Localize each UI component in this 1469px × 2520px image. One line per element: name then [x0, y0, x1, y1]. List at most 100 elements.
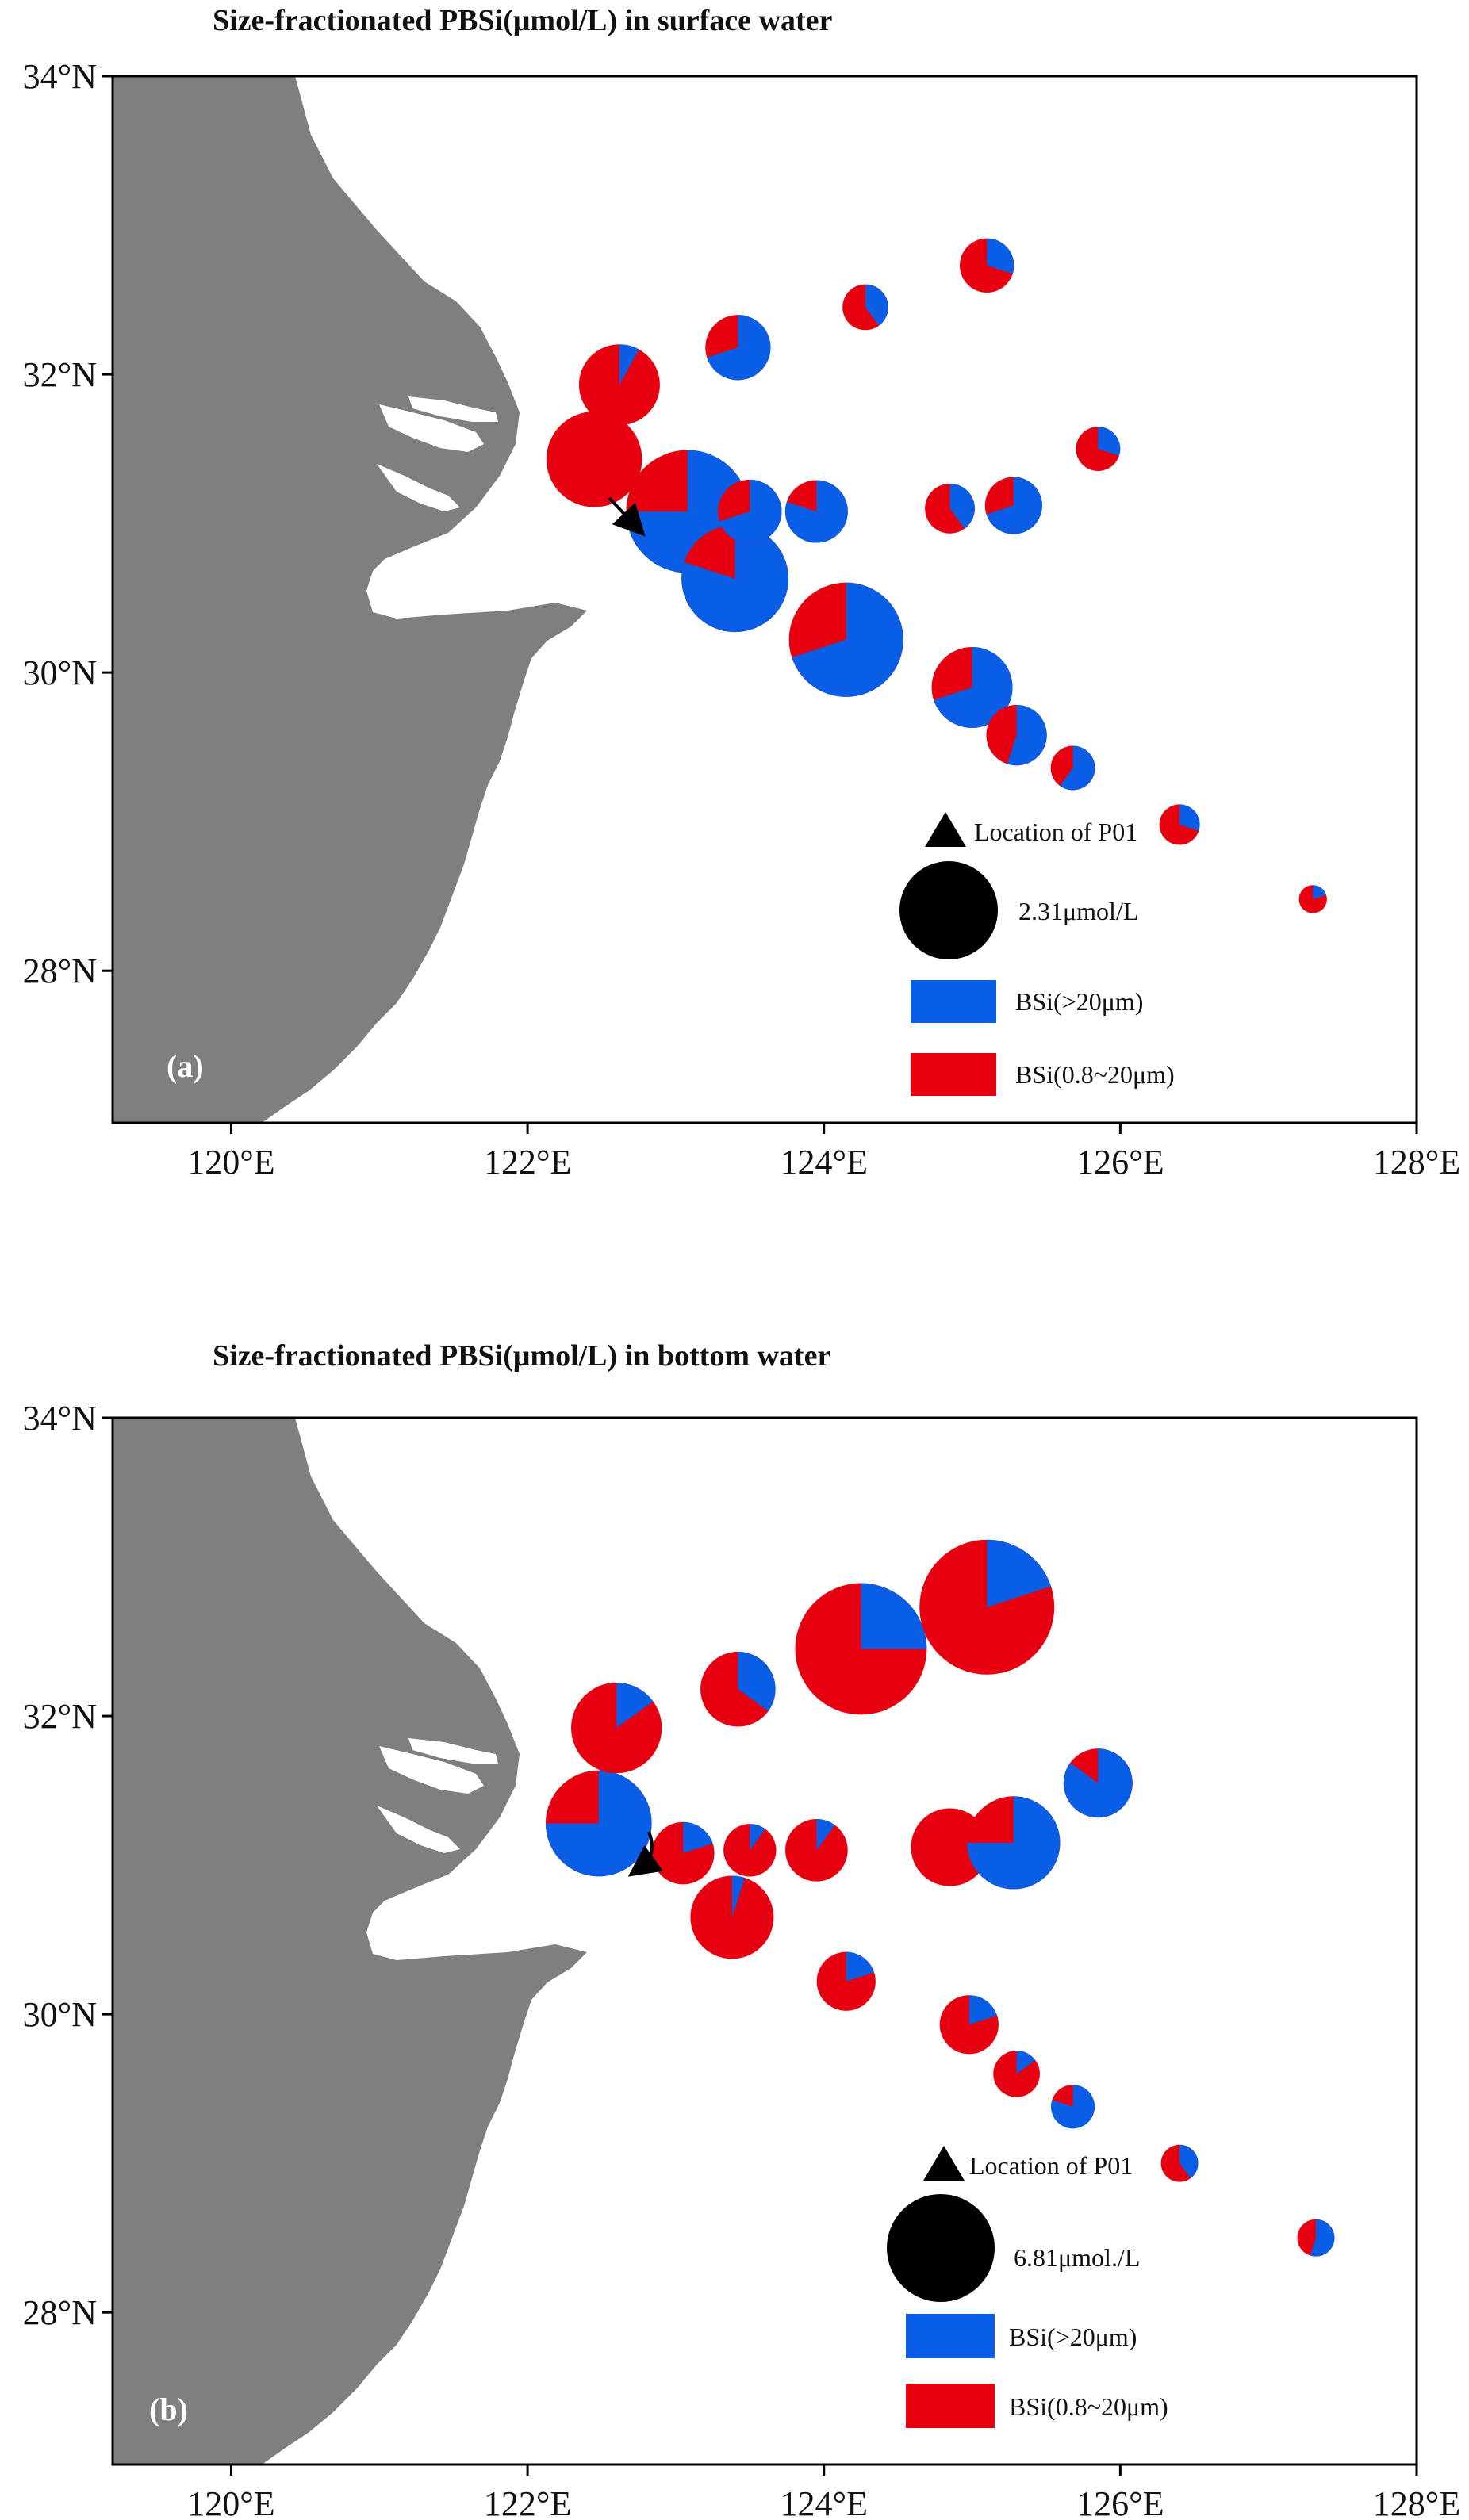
- large-fraction-slice: [792, 582, 903, 697]
- panel-b-legend: Location of P01 6.81μmol./L BSi(>20μm) B…: [887, 2146, 1168, 2428]
- large-fraction-slice: [1098, 427, 1121, 456]
- large-fraction-slice: [967, 1796, 1061, 1890]
- lat-tick-label: 28°N: [23, 952, 97, 990]
- station-pie-14: [986, 704, 1047, 766]
- station-pie-10: [911, 1808, 989, 1886]
- large-fraction-slice: [987, 238, 1014, 274]
- station-pie-8: [816, 1951, 876, 2011]
- scale-circle: [887, 2194, 995, 2302]
- large-fraction-swatch: [911, 980, 996, 1023]
- panel-b-lon-axis: 120°E 122°E 124°E 126°E 128°E: [187, 2464, 1460, 2520]
- large-fraction-slice: [861, 1583, 927, 1649]
- panel-b-frame: [111, 1416, 1418, 2466]
- large-fraction-slice: [1060, 745, 1095, 791]
- legend-marker-label: Location of P01: [974, 818, 1137, 846]
- large-fraction-slice: [619, 344, 639, 385]
- large-fraction-swatch: [906, 2314, 995, 2358]
- station-pie-5: [700, 1651, 776, 1727]
- lon-tick-label: 122°E: [484, 1143, 571, 1181]
- station-pie-5: [705, 315, 771, 381]
- lat-tick-label: 32°N: [23, 1697, 97, 1736]
- legend-large-label: BSi(>20μm): [1009, 2323, 1137, 2351]
- lat-tick-label: 30°N: [23, 653, 97, 692]
- station-pie-8: [788, 582, 903, 697]
- station-pie-15: [1051, 2085, 1095, 2129]
- panel-b-label: (b): [149, 2392, 188, 2427]
- panel-b-title: Size-fractionated PBSi(μmol/L) in bottom…: [213, 1339, 831, 1373]
- station-pie-12: [960, 238, 1014, 293]
- large-fraction-slice: [681, 525, 789, 633]
- large-fraction-slice: [816, 1818, 835, 1851]
- panel-a-lat-axis: 34°N 32°N 30°N 28°N: [23, 57, 113, 990]
- large-fraction-slice: [707, 315, 771, 381]
- station-pie-11: [939, 1995, 999, 2055]
- legend-marker-label: Location of P01: [969, 2151, 1133, 2180]
- large-fraction-slice: [750, 1824, 765, 1851]
- station-pie-16: [1076, 427, 1121, 472]
- station-pie-13: [984, 477, 1042, 534]
- station-pie-9: [795, 1583, 927, 1715]
- station-pie-12: [919, 1539, 1055, 1675]
- panel-a-p01-marker: [608, 496, 646, 537]
- legend-small-label: BSi(0.8~20μm): [1015, 1060, 1175, 1089]
- panel-a-label: (a): [167, 1048, 204, 1084]
- station-pie-17: [1160, 2144, 1199, 2182]
- station-pie-16: [1063, 1748, 1133, 1818]
- station-pie-14: [993, 2051, 1040, 2097]
- panel-a-legend: Location of P01 2.31μmol/L BSi(>20μm) BS…: [899, 812, 1175, 1096]
- lat-tick-label: 28°N: [23, 2293, 97, 2332]
- station-pie-2: [578, 344, 660, 426]
- large-fraction-slice: [1313, 885, 1327, 899]
- legend-scale-label: 2.31μmol/L: [1018, 897, 1138, 925]
- lon-tick-label: 126°E: [1076, 2484, 1164, 2520]
- station-pie-6: [723, 1824, 777, 1877]
- large-fraction-slice: [987, 1539, 1052, 1607]
- station-pie-13: [967, 1796, 1061, 1890]
- legend-large-label: BSi(>20μm): [1015, 987, 1143, 1016]
- large-fraction-slice: [1179, 804, 1200, 831]
- large-fraction-slice: [731, 1875, 746, 1917]
- large-fraction-slice: [1051, 2085, 1095, 2129]
- panel-b-land: [113, 1418, 587, 2464]
- large-fraction-slice: [865, 284, 888, 326]
- station-pie-17: [1159, 804, 1200, 845]
- panel-b-p01-marker: [627, 1831, 663, 1877]
- lat-tick-label: 32°N: [23, 355, 97, 394]
- panel-a-land: [113, 76, 587, 1123]
- scale-circle: [899, 861, 998, 959]
- large-fraction-slice: [1310, 2219, 1335, 2257]
- legend-small-label: BSi(0.8~20μm): [1009, 2392, 1168, 2421]
- lon-tick-label: 120°E: [187, 1143, 274, 1181]
- panel-b-map: (b) Location of P01 6.81μmol./L BSi(>20μ…: [23, 1399, 1461, 2520]
- large-fraction-slice: [1063, 1748, 1133, 1818]
- lon-tick-label: 128°E: [1373, 1143, 1460, 1181]
- large-fraction-slice: [1179, 2144, 1199, 2179]
- panel-a-lon-axis: 120°E 122°E 124°E 126°E 128°E: [187, 1123, 1460, 1181]
- lon-tick-label: 126°E: [1076, 1143, 1164, 1181]
- station-pie-15: [1050, 745, 1095, 791]
- small-fraction-swatch: [911, 1053, 996, 1096]
- station-pie-4: [690, 1875, 774, 1959]
- station-pie-2: [571, 1682, 662, 1774]
- lon-tick-label: 128°E: [1373, 2484, 1460, 2520]
- large-fraction-slice: [784, 480, 848, 543]
- large-fraction-slice: [949, 483, 975, 529]
- station-pie-6: [718, 479, 782, 544]
- location-triangle-icon: [925, 812, 966, 847]
- station-pie-9: [842, 284, 888, 331]
- panel-b-stations: [545, 1539, 1335, 2257]
- station-pie-18: [1297, 2219, 1335, 2257]
- lat-tick-label: 34°N: [23, 1399, 97, 1438]
- large-fraction-slice: [616, 1682, 654, 1729]
- lon-tick-label: 124°E: [780, 2484, 867, 2520]
- large-fraction-slice: [719, 479, 782, 544]
- large-fraction-slice: [1016, 2051, 1036, 2074]
- station-pie-18: [1298, 885, 1327, 913]
- location-triangle-icon: [923, 2146, 965, 2181]
- panel-a-title: Size-fractionated PBSi(μmol/L) in surfac…: [213, 4, 833, 37]
- lon-tick-label: 122°E: [484, 2484, 571, 2520]
- station-pie-4: [681, 525, 789, 633]
- small-fraction-slice: [546, 411, 642, 507]
- large-fraction-slice: [934, 646, 1013, 728]
